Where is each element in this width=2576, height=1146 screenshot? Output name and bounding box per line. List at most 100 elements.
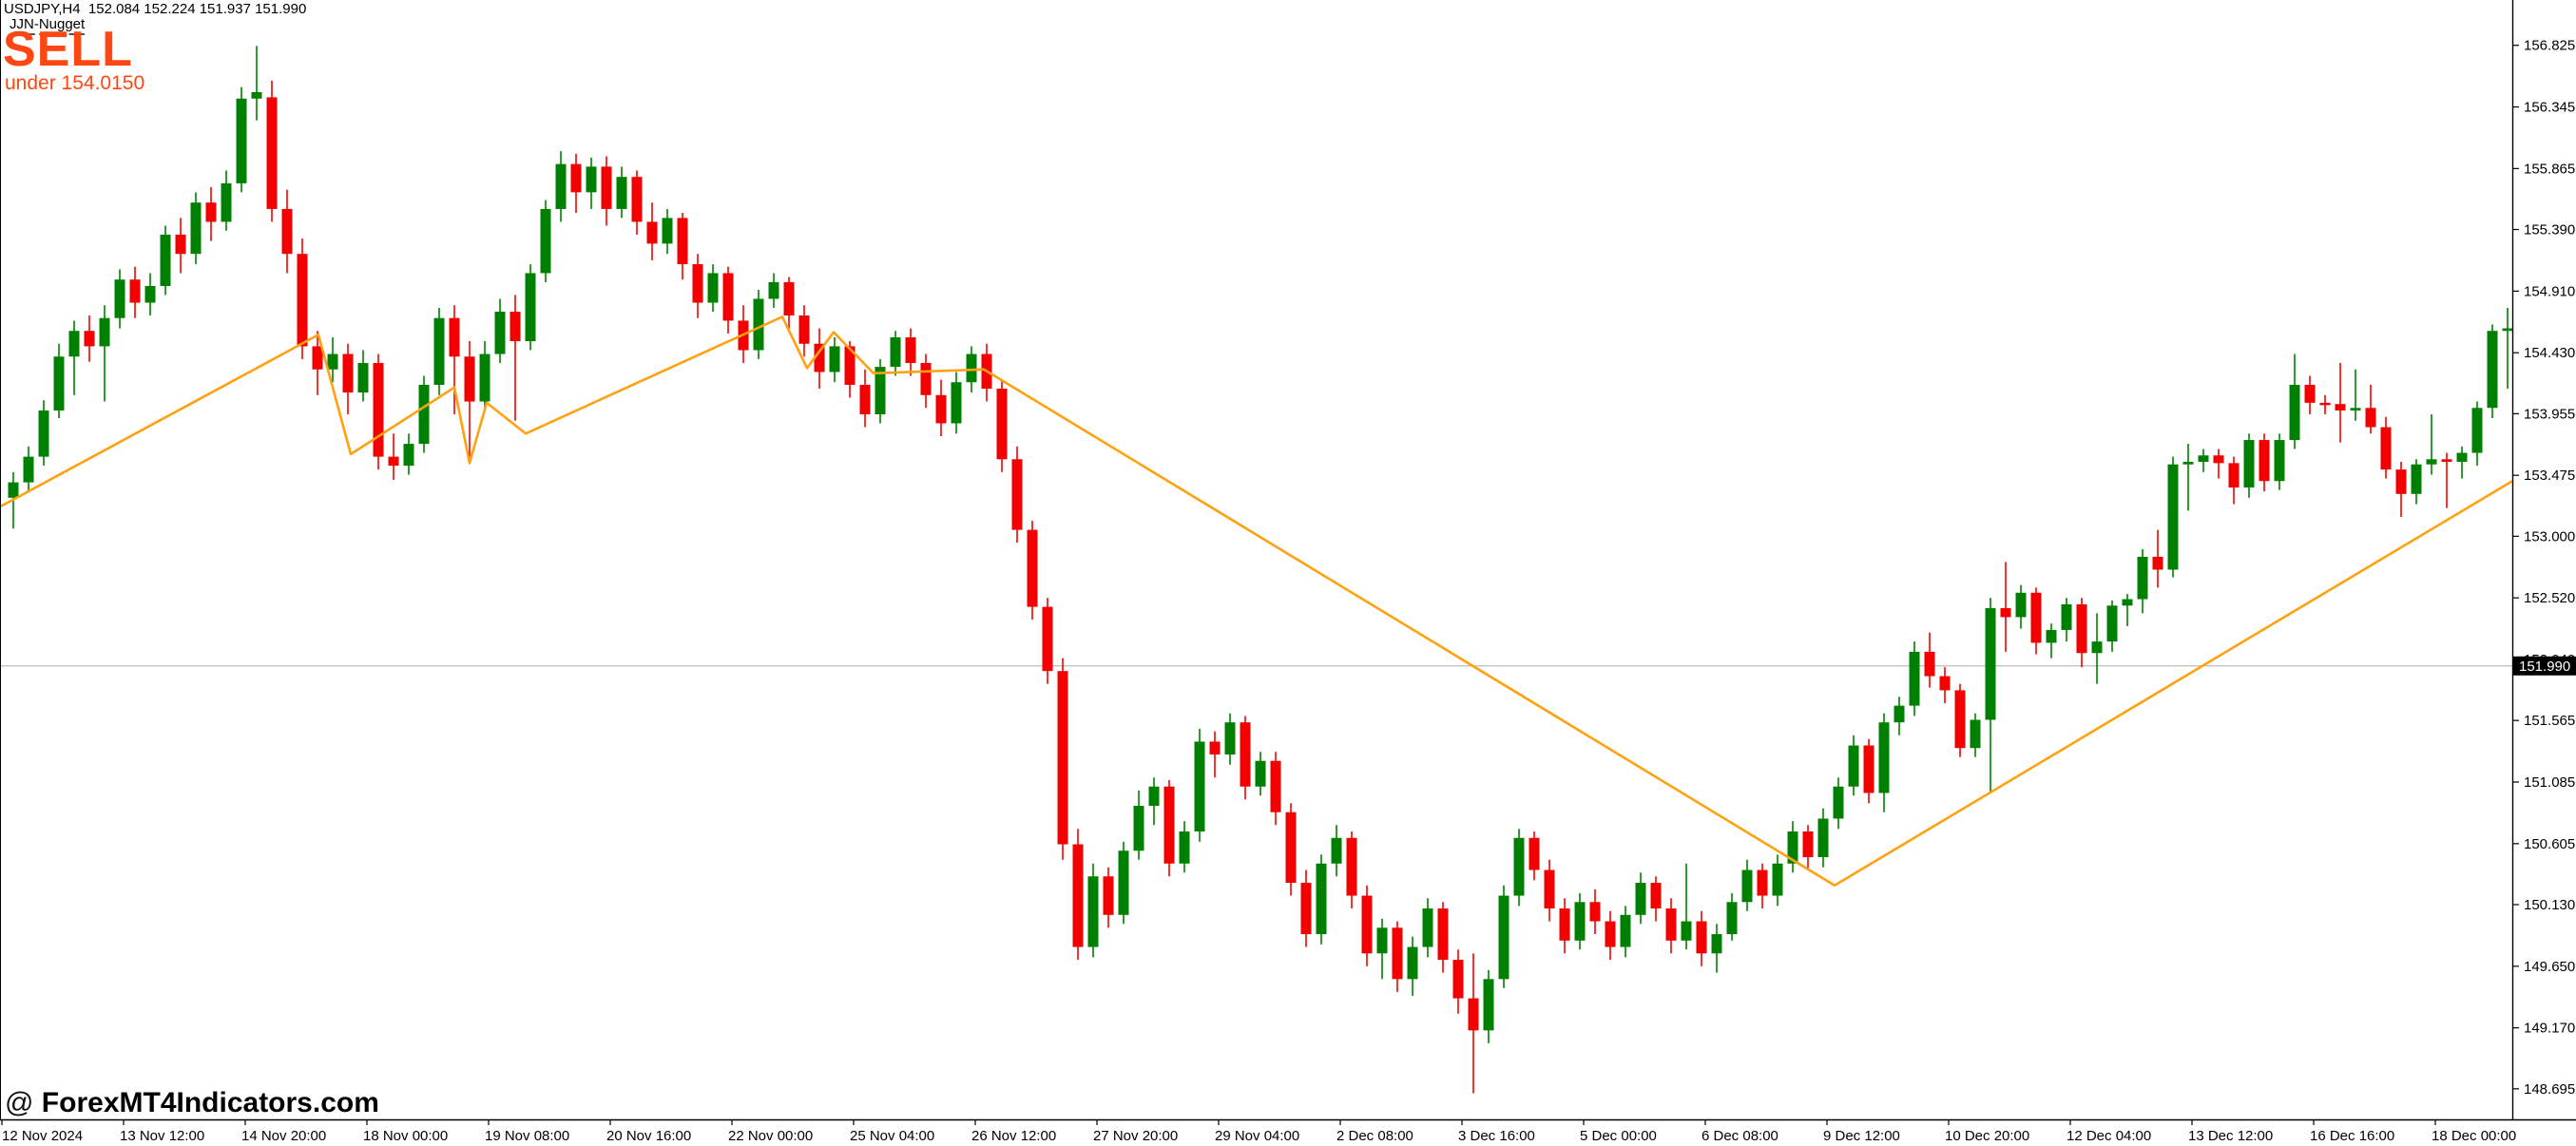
candle [1087, 863, 1099, 958]
candle [616, 166, 627, 219]
candle [1665, 898, 1677, 954]
indicator-name-label[interactable]: JJN-Nugget [10, 16, 86, 35]
candle [1316, 854, 1327, 945]
candle [2319, 394, 2331, 415]
candle [2411, 459, 2422, 505]
candle [1163, 779, 1175, 877]
candle [2152, 529, 2163, 588]
time-tick-label: 3 Dec 16:00 [1458, 1128, 1535, 1144]
candle [144, 273, 156, 316]
candle [1255, 752, 1266, 796]
time-tick-label: 18 Nov 00:00 [363, 1128, 448, 1144]
time-tick-label: 29 Nov 04:00 [1215, 1128, 1299, 1144]
candle [1422, 898, 1433, 958]
candle [692, 254, 703, 318]
candle [2228, 456, 2240, 505]
candle [388, 433, 399, 480]
candle [996, 379, 1008, 472]
candle [312, 331, 323, 395]
candle [2365, 384, 2376, 434]
candle [1772, 854, 1783, 907]
candle [2167, 456, 2179, 578]
candle [601, 156, 612, 226]
candle [221, 170, 232, 231]
candle [1894, 697, 1905, 735]
candle [1528, 831, 1540, 881]
candle [1300, 869, 1312, 947]
candle [1939, 667, 1951, 703]
signal-zigzag-line [0, 315, 2513, 888]
price-tick-label: 155.865 [2524, 161, 2575, 177]
time-tick-label: 13 Nov 12:00 [120, 1128, 204, 1144]
candle [935, 379, 947, 436]
candle [1072, 829, 1084, 961]
price-tick-label: 154.910 [2524, 283, 2575, 299]
candle [1650, 876, 1662, 922]
price-tick-label: 154.430 [2524, 345, 2575, 361]
candle [23, 446, 34, 493]
candle [829, 336, 840, 383]
price-axis[interactable]: 156.825 156.345 155.865 155.390 154.910 154.4… [2512, 38, 2575, 1098]
candle [1133, 790, 1144, 860]
candle [1635, 872, 1646, 925]
candle [875, 358, 886, 424]
time-tick-label: 27 Nov 20:00 [1093, 1128, 1178, 1144]
candle [1361, 885, 1373, 966]
candle [783, 277, 795, 329]
candle [1346, 831, 1357, 909]
candle [2046, 623, 2057, 659]
candle [1118, 841, 1129, 925]
candle [951, 372, 962, 434]
candle [2304, 375, 2316, 415]
candle [1285, 803, 1297, 896]
time-tick-label: 12 Nov 2024 [2, 1128, 83, 1144]
candle [1802, 825, 1814, 870]
candle [753, 290, 764, 359]
candle [722, 266, 734, 334]
sell-signal-label: SELL [3, 22, 133, 77]
candle [2426, 414, 2437, 475]
candle [1741, 859, 1753, 911]
candle [920, 353, 932, 409]
candle [1011, 446, 1023, 544]
candle [1605, 910, 1616, 961]
candle [2198, 449, 2209, 472]
candle [2471, 401, 2483, 467]
candle [1863, 738, 1874, 804]
candle [646, 202, 658, 260]
price-tick-label: 151.085 [2524, 774, 2575, 791]
candle [1757, 863, 1768, 909]
candle [677, 212, 688, 280]
price-tick-label: 155.390 [2524, 222, 2575, 239]
watermark-text: ForexMT4Indicators.com [33, 1087, 379, 1118]
candle [190, 192, 202, 264]
candle [129, 266, 141, 318]
candle [53, 343, 65, 419]
candle [890, 331, 901, 376]
candle [1376, 918, 1388, 980]
candle [251, 46, 262, 121]
candle [1240, 716, 1251, 800]
candle [631, 170, 643, 235]
price-tick-label: 153.475 [2524, 468, 2575, 484]
candle [1042, 598, 1053, 684]
time-tick-label: 9 Dec 12:00 [1823, 1128, 1900, 1144]
candle [327, 336, 338, 383]
candle [2395, 462, 2407, 518]
time-axis[interactable]: 12 Nov 2024 13 Nov 12:00 14 Nov 20:00 18 No… [1, 1119, 2516, 1144]
current-price-box: 151.990 [2513, 656, 2576, 676]
candle [2091, 613, 2103, 684]
candle [1407, 936, 1418, 996]
candle [236, 86, 247, 193]
candle [1574, 892, 1586, 950]
chart-frame [0, 0, 2576, 1121]
sell-condition-label: under 154.0150 [5, 72, 145, 94]
candle [2335, 362, 2346, 443]
candle [449, 305, 460, 415]
candle [1924, 632, 1935, 688]
candle [373, 353, 384, 470]
candle [2000, 562, 2011, 652]
candle [2015, 584, 2027, 629]
